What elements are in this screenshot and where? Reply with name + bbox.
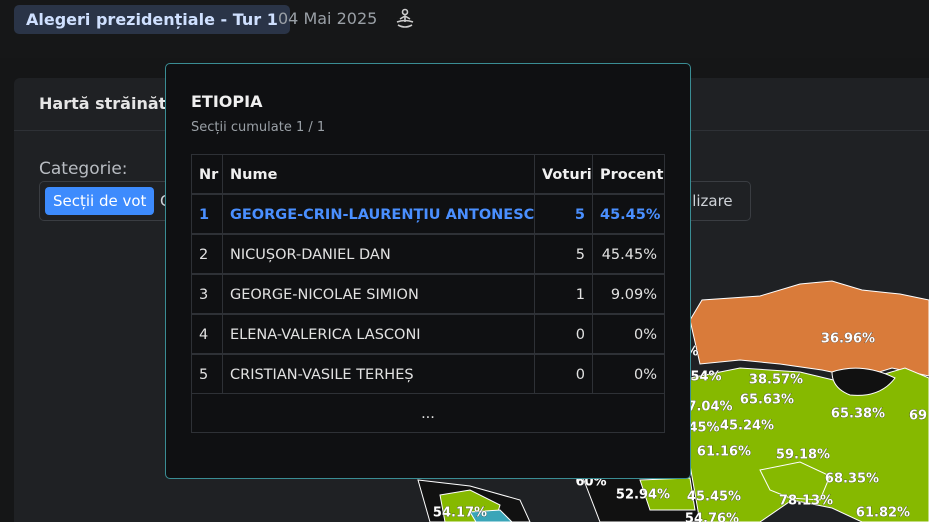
table-cell: 45.45%	[592, 234, 665, 274]
map-label: 69	[909, 409, 927, 424]
button[interactable]: Secții de vot	[45, 187, 155, 215]
map-label: 54.76%	[685, 512, 739, 522]
column-header: Voturi	[534, 154, 593, 194]
column-header: Nr	[191, 154, 223, 194]
table-cell: 4	[191, 314, 223, 354]
table-cell: 0	[534, 314, 593, 354]
table-cell: 3	[191, 274, 223, 314]
map-label: 45.45%	[687, 490, 741, 505]
map-label: 45.24%	[720, 419, 774, 434]
map-label: 59.18%	[776, 448, 830, 463]
column-header: Procent	[592, 154, 665, 194]
election-date: 04 Mai 2025	[278, 9, 378, 28]
map-label: 52.94%	[616, 488, 670, 503]
table-cell: 0%	[592, 354, 665, 394]
map-label: 45%	[688, 421, 719, 436]
table-cell: 0%	[592, 314, 665, 354]
table-cell: GEORGE-CRIN-LAURENȚIU ANTONESCU	[222, 194, 535, 234]
map-label: 38.57%	[749, 373, 803, 388]
map-label: 68.35%	[825, 472, 879, 487]
tooltip-popup	[165, 63, 691, 479]
table-cell: CRISTIAN-VASILE TERHEȘ	[222, 354, 535, 394]
map-label: 36.96%	[821, 332, 875, 347]
table-cell: 0	[534, 354, 593, 394]
table-cell: 1	[534, 274, 593, 314]
map-label: 78.13%	[779, 494, 833, 509]
table-cell: 5	[534, 194, 593, 234]
map-label: 54.17%	[433, 506, 487, 521]
table-cell: GEORGE-NICOLAE SIMION	[222, 274, 535, 314]
map-label: 65.38%	[831, 407, 885, 422]
table-cell: ELENA-VALERICA LASCONI	[222, 314, 535, 354]
map-label: 65.63%	[740, 393, 794, 408]
table-cell: 9.09%	[592, 274, 665, 314]
election-badge[interactable]: Alegeri prezidențiale - Tur 1	[14, 5, 290, 34]
table-cell: 5	[534, 234, 593, 274]
table-cell: NICUȘOR-DANIEL DAN	[222, 234, 535, 274]
more-row: ...	[191, 393, 665, 433]
map-label: 7.04%	[687, 400, 732, 415]
table-cell: 45.45%	[592, 194, 665, 234]
table-cell: 2	[191, 234, 223, 274]
table-cell: 1	[191, 194, 223, 234]
icon[interactable]	[393, 7, 417, 31]
category-label: Categorie:	[39, 159, 128, 179]
popup-title: ETIOPIA	[191, 92, 263, 111]
table-cell: 5	[191, 354, 223, 394]
map-label: 54%	[690, 370, 721, 385]
map-label: 61.82%	[856, 506, 910, 521]
map-label: 61.16%	[697, 445, 751, 460]
popup-subtitle: Secții cumulate 1 / 1	[191, 120, 326, 135]
column-header: Nume	[222, 154, 535, 194]
panel-title: Hartă străinăta	[39, 94, 178, 113]
button[interactable]: alizare	[683, 192, 733, 210]
